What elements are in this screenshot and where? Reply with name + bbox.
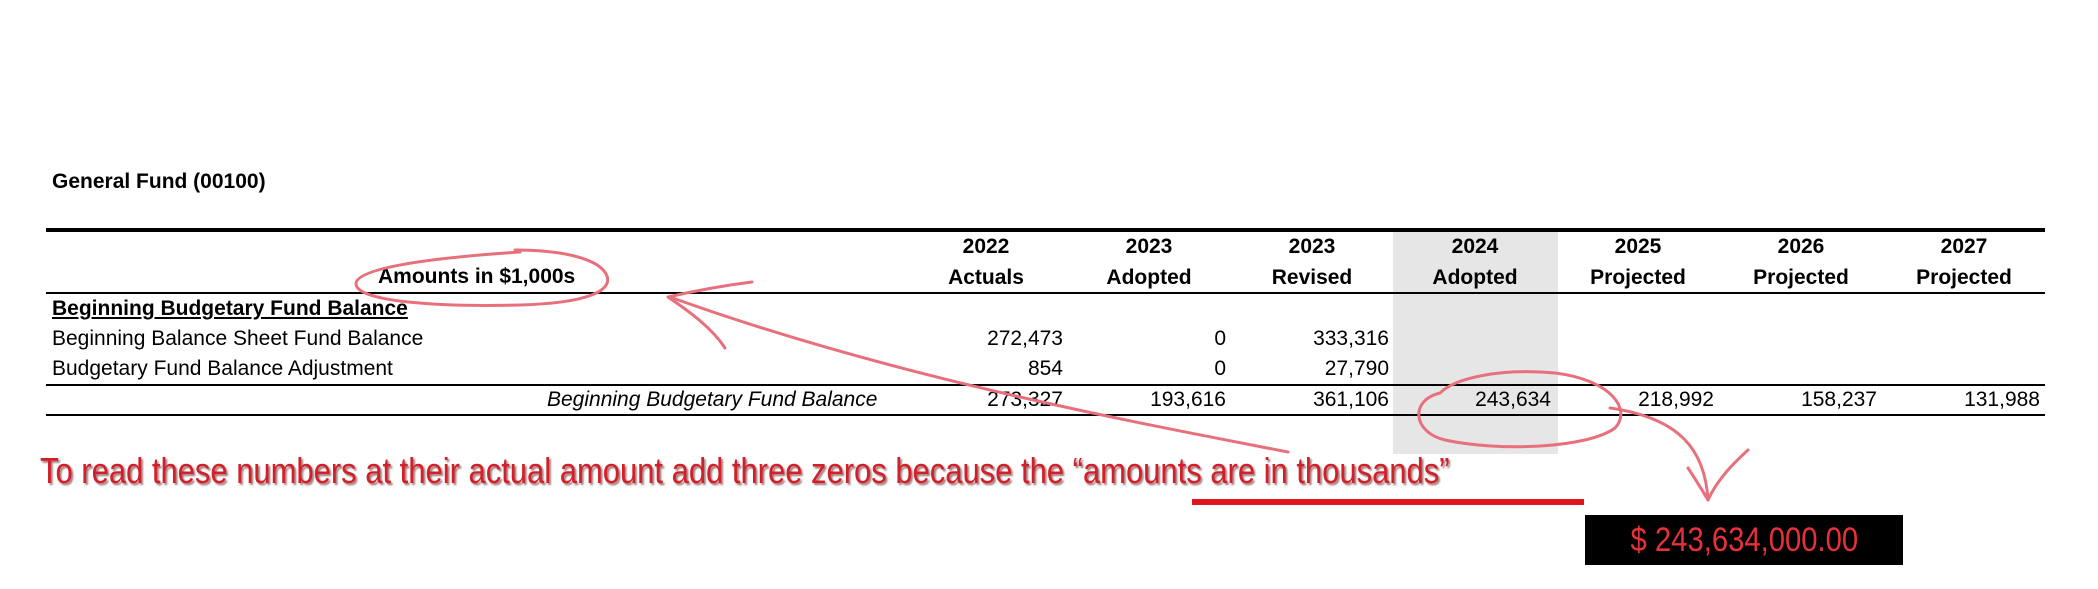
column-header: 2026 Projected bbox=[1721, 231, 1881, 293]
column-type: Projected bbox=[1590, 266, 1686, 289]
explanatory-note: To read these numbers at their actual am… bbox=[40, 450, 1450, 492]
note-text: To read these numbers at their actual am… bbox=[40, 450, 1083, 491]
table-cell: 333,316 bbox=[1313, 327, 1389, 350]
row-label: Budgetary Fund Balance Adjustment bbox=[52, 357, 393, 380]
table-cell: 272,473 bbox=[987, 327, 1063, 350]
column-year: 2022 bbox=[962, 235, 1010, 258]
total-cell: 361,106 bbox=[1313, 388, 1389, 411]
total-cell-2024-highlighted: 243,634 bbox=[1475, 388, 1551, 411]
table-top-rule bbox=[46, 228, 2045, 232]
table-cell: 27,790 bbox=[1324, 357, 1389, 380]
column-type: Adopted bbox=[1432, 266, 1518, 289]
note-text-close-quote: ” bbox=[1439, 450, 1450, 491]
table-cell: 854 bbox=[1027, 357, 1063, 380]
column-year: 2027 bbox=[1940, 235, 1988, 258]
total-cell: 218,992 bbox=[1638, 388, 1714, 411]
column-header: 2025 Projected bbox=[1558, 231, 1718, 293]
total-cell: 158,237 bbox=[1801, 388, 1877, 411]
header-bottom-rule bbox=[46, 292, 2045, 294]
fund-title: General Fund (00100) bbox=[52, 170, 266, 193]
column-year: 2026 bbox=[1777, 235, 1825, 258]
column-header: 2023 Adopted bbox=[1069, 231, 1229, 293]
column-type: Projected bbox=[1753, 266, 1849, 289]
total-row-label: Beginning Budgetary Fund Balance bbox=[547, 388, 878, 411]
row-label: Beginning Balance Sheet Fund Balance bbox=[52, 327, 424, 350]
column-year: 2023 bbox=[1125, 235, 1173, 258]
column-type: Adopted bbox=[1106, 266, 1192, 289]
section-heading: Beginning Budgetary Fund Balance bbox=[52, 297, 408, 320]
column-header: 2023 Revised bbox=[1232, 231, 1392, 293]
total-cell: 131,988 bbox=[1964, 388, 2040, 411]
note-text-emphasis: amounts are in thousands bbox=[1082, 450, 1440, 491]
column-header: 2022 Actuals bbox=[906, 231, 1066, 293]
table-cell: 0 bbox=[1214, 357, 1226, 380]
amounts-label: Amounts in $1,000s bbox=[378, 265, 576, 288]
column-header: 2027 Projected bbox=[1884, 231, 2044, 293]
result-amount: $ 243,634,000.00 bbox=[1630, 520, 1858, 559]
column-year: 2023 bbox=[1288, 235, 1336, 258]
total-cell: 273,327 bbox=[987, 388, 1063, 411]
result-arrowhead-mark bbox=[1686, 448, 1750, 502]
note-underline bbox=[1192, 499, 1584, 505]
column-year: 2024 bbox=[1451, 235, 1499, 258]
column-type: Revised bbox=[1271, 266, 1353, 289]
column-type: Actuals bbox=[948, 266, 1024, 289]
result-box: $ 243,634,000.00 bbox=[1585, 515, 1903, 565]
column-year: 2025 bbox=[1614, 235, 1662, 258]
column-type: Projected bbox=[1916, 266, 2012, 289]
total-cell: 193,616 bbox=[1150, 388, 1226, 411]
table-cell: 0 bbox=[1214, 327, 1226, 350]
result-arrow-mark bbox=[1608, 406, 1710, 502]
column-header: 2024 Adopted bbox=[1395, 231, 1555, 293]
